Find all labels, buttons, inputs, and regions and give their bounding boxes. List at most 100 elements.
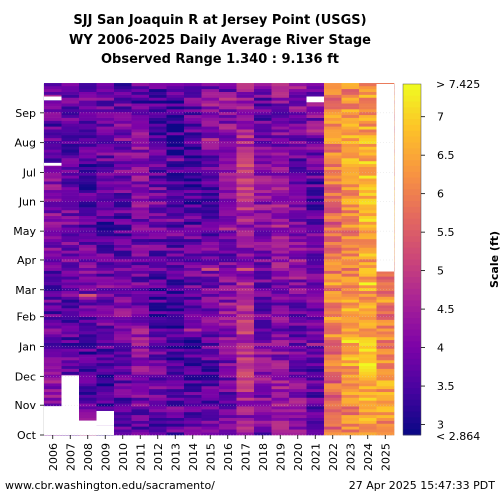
heatmap-cell	[201, 175, 220, 179]
heatmap-cell	[254, 316, 272, 320]
chart-title-line-1: SJJ San Joaquin R at Jersey Point (USGS)	[73, 13, 366, 28]
heatmap-cell	[184, 380, 202, 384]
heatmap-cell	[254, 328, 272, 332]
heatmap-cell	[289, 354, 307, 358]
heatmap-cell	[324, 143, 342, 147]
heatmap-cell	[201, 282, 220, 286]
heatmap-cell	[271, 420, 290, 424]
heatmap-cell	[254, 129, 272, 133]
heatmap-cell	[376, 351, 395, 355]
heatmap-cell	[201, 359, 220, 364]
heatmap-cell	[219, 302, 237, 306]
heatmap-cell	[236, 160, 255, 165]
heatmap-cell	[359, 123, 377, 127]
heatmap-cell	[114, 207, 132, 211]
heatmap-cell	[359, 336, 377, 341]
heatmap-cell	[306, 201, 325, 205]
heatmap-cell	[114, 91, 132, 95]
heatmap-cell	[271, 322, 290, 326]
heatmap-cell	[184, 287, 202, 292]
heatmap-cell	[61, 91, 80, 95]
heatmap-cell	[44, 345, 62, 349]
heatmap-cell	[96, 284, 115, 289]
heatmap-cell	[166, 238, 185, 242]
heatmap-cell	[149, 175, 167, 179]
heatmap-cell	[219, 169, 237, 173]
heatmap-cell	[61, 178, 80, 182]
heatmap-cell	[149, 253, 167, 257]
heatmap-cell	[61, 198, 80, 202]
heatmap-cell	[166, 354, 185, 358]
heatmap-cell	[219, 334, 237, 338]
heatmap-cell	[219, 348, 237, 352]
heatmap-cells	[44, 83, 395, 436]
heatmap-cell	[359, 137, 377, 142]
heatmap-cell	[166, 325, 185, 329]
heatmap-cell	[341, 345, 360, 349]
heatmap-cell	[376, 409, 395, 413]
heatmap-cell	[341, 409, 360, 413]
heatmap-cell	[201, 339, 220, 343]
heatmap-cell	[79, 336, 97, 341]
heatmap-cell	[61, 181, 80, 185]
heatmap-cell	[166, 111, 185, 116]
heatmap-cell	[324, 426, 342, 430]
heatmap-cell	[201, 235, 220, 240]
heatmap-cell	[324, 322, 342, 326]
heatmap-cell	[149, 374, 167, 378]
heatmap-cell	[324, 282, 342, 286]
heatmap-cell	[341, 400, 360, 404]
heatmap-cell	[61, 359, 80, 364]
heatmap-cell	[236, 126, 255, 130]
heatmap-cell	[131, 290, 150, 294]
heatmap-cell	[219, 357, 237, 361]
heatmap-cell	[341, 299, 360, 303]
heatmap-cell	[149, 120, 167, 124]
heatmap-cell	[376, 411, 395, 416]
colorbar-segment	[403, 323, 421, 331]
heatmap-cell	[254, 383, 272, 387]
heatmap-cell	[359, 267, 377, 271]
heatmap-cell	[114, 336, 132, 341]
heatmap-cell	[376, 354, 395, 358]
heatmap-cell	[376, 331, 395, 335]
heatmap-cell	[324, 123, 342, 127]
heatmap-cell	[254, 432, 272, 436]
heatmap-cell	[359, 186, 377, 191]
heatmap-cell	[61, 143, 80, 147]
heatmap-cell	[271, 331, 290, 335]
heatmap-cell	[149, 259, 167, 263]
heatmap-cell	[166, 247, 185, 251]
heatmap-cell	[184, 414, 202, 418]
x-tick-label: 2014	[187, 443, 200, 471]
heatmap-cell	[79, 391, 97, 395]
heatmap-cell	[61, 106, 80, 110]
heatmap-cell	[254, 377, 272, 381]
heatmap-cell	[79, 152, 97, 156]
heatmap-cell	[79, 143, 97, 147]
heatmap-cell	[61, 244, 80, 248]
heatmap-cell	[149, 221, 167, 225]
heatmap-cell	[341, 339, 360, 343]
heatmap-cell	[271, 365, 290, 369]
colorbar-segment	[403, 212, 421, 219]
heatmap-cell	[254, 132, 272, 136]
heatmap-cell	[149, 354, 167, 358]
heatmap-cell	[114, 426, 132, 430]
heatmap-cell	[324, 207, 342, 211]
heatmap-cell	[79, 238, 97, 242]
heatmap-cell	[236, 296, 255, 300]
heatmap-cell	[289, 207, 307, 211]
heatmap-cell	[289, 163, 307, 167]
year-column-2022	[324, 83, 342, 436]
heatmap-cell	[306, 426, 325, 430]
heatmap-cell	[201, 224, 220, 228]
heatmap-cell	[44, 172, 62, 176]
heatmap-cell	[79, 331, 97, 335]
heatmap-cell	[236, 198, 255, 202]
heatmap-cell	[254, 331, 272, 335]
heatmap-cell	[359, 417, 377, 421]
heatmap-cell	[79, 186, 97, 191]
heatmap-cell	[44, 132, 62, 136]
heatmap-cell	[114, 212, 132, 217]
